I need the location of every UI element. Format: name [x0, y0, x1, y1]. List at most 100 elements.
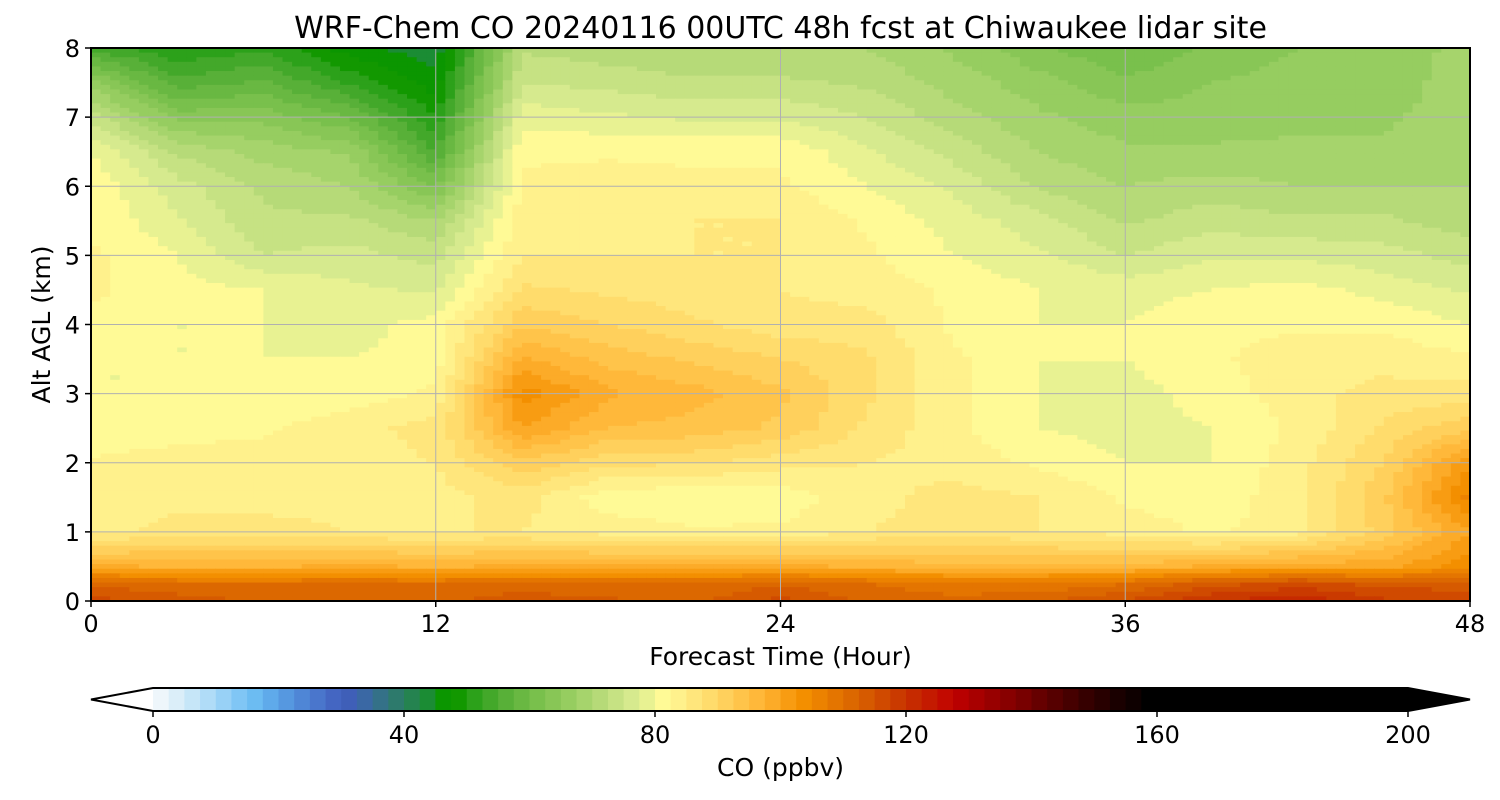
co-cell	[1163, 140, 1174, 146]
co-cell	[608, 153, 619, 160]
co-cell	[550, 144, 561, 150]
co-cell	[646, 107, 657, 114]
co-cell	[110, 98, 121, 104]
co-cell	[770, 84, 782, 91]
co-cell	[1134, 94, 1146, 100]
co-cell	[924, 177, 935, 183]
co-cell	[1431, 94, 1442, 100]
co-cell	[1086, 61, 1098, 68]
co-cell	[646, 117, 657, 123]
co-cell	[1345, 107, 1356, 114]
co-cell	[1288, 71, 1299, 77]
co-cell	[751, 61, 762, 68]
co-cell	[339, 80, 351, 86]
co-cell	[876, 163, 887, 169]
co-cell	[857, 103, 868, 109]
co-cell	[1297, 75, 1308, 81]
co-cell	[933, 89, 944, 95]
co-cell	[809, 181, 820, 187]
co-cell	[205, 167, 217, 174]
co-cell	[550, 172, 561, 178]
co-cell	[1412, 144, 1423, 150]
co-cell	[569, 200, 580, 206]
co-cell	[1201, 66, 1213, 72]
co-cell	[1460, 66, 1471, 72]
co-cell	[330, 140, 341, 146]
co-cell	[866, 149, 877, 155]
co-cell	[608, 61, 619, 68]
co-cell	[914, 190, 925, 197]
co-cell	[493, 172, 504, 178]
co-cell	[857, 167, 868, 174]
co-cell	[933, 52, 944, 58]
co-cell	[502, 112, 513, 118]
co-cell	[1288, 80, 1299, 86]
co-cell	[148, 48, 159, 54]
co-cell	[521, 103, 533, 109]
co-cell	[1345, 158, 1356, 164]
co-cell	[904, 112, 916, 118]
co-cell	[320, 117, 332, 123]
co-cell	[1450, 140, 1462, 146]
co-cell	[1431, 71, 1442, 77]
co-cell	[177, 195, 188, 201]
co-cell	[1249, 94, 1260, 100]
co-cell	[1173, 121, 1184, 127]
co-cell	[847, 94, 858, 100]
co-cell	[1345, 94, 1356, 100]
co-cell	[885, 149, 897, 155]
co-cell	[656, 140, 667, 146]
co-cell	[445, 204, 456, 210]
co-cell	[1125, 107, 1136, 114]
co-cell	[1268, 112, 1280, 118]
co-cell	[1000, 190, 1011, 197]
co-cell	[1307, 94, 1318, 100]
co-cell	[1288, 172, 1299, 178]
co-cell	[531, 195, 542, 201]
co-cell	[521, 181, 533, 187]
co-cell	[1364, 186, 1375, 192]
co-cell	[177, 190, 188, 197]
co-cell	[713, 186, 724, 192]
co-cell	[876, 66, 887, 72]
co-cell	[636, 103, 648, 109]
co-cell	[1221, 126, 1232, 132]
co-cell	[91, 163, 102, 169]
co-cell	[541, 112, 552, 118]
co-cell	[1402, 130, 1414, 137]
co-cell	[1412, 80, 1423, 86]
co-cell	[732, 140, 743, 146]
co-cell	[205, 200, 217, 206]
co-cell	[368, 117, 379, 123]
co-cell	[991, 84, 1002, 91]
co-cell	[272, 144, 284, 150]
co-cell	[694, 94, 705, 100]
co-cell	[158, 107, 169, 114]
co-cell	[684, 181, 695, 187]
co-cell	[464, 158, 475, 164]
co-cell	[541, 66, 552, 72]
co-cell	[790, 80, 801, 86]
co-cell	[703, 84, 715, 91]
co-cell	[933, 84, 944, 91]
co-cell	[713, 61, 724, 68]
co-cell	[474, 130, 485, 137]
co-cell	[454, 94, 466, 100]
co-cell	[158, 89, 169, 95]
co-cell	[1450, 153, 1462, 160]
co-cell	[1077, 144, 1088, 150]
co-cell	[454, 190, 466, 197]
co-cell	[1221, 140, 1232, 146]
co-cell	[215, 163, 226, 169]
co-cell	[349, 190, 360, 197]
co-cell	[282, 126, 293, 132]
co-cell	[1249, 107, 1260, 114]
co-cell	[627, 172, 638, 178]
co-cell	[1268, 167, 1280, 174]
co-cell	[426, 103, 437, 109]
co-cell	[158, 75, 169, 81]
co-cell	[828, 52, 839, 58]
co-cell	[876, 130, 887, 137]
co-cell	[1307, 117, 1318, 123]
co-cell	[301, 52, 312, 58]
